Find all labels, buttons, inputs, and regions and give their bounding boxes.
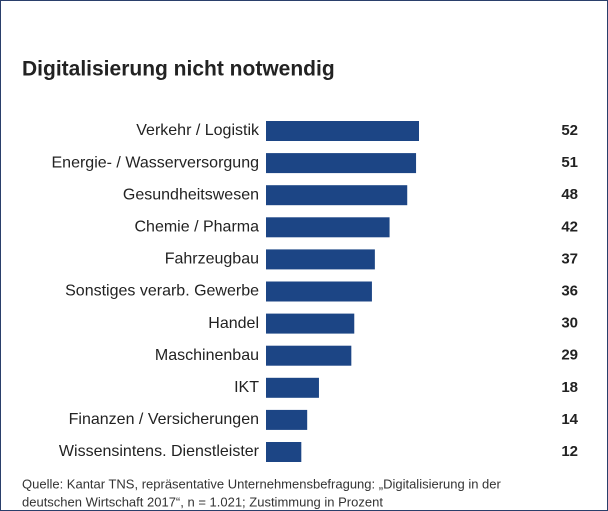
category-label: Wissensintens. Dienstleister [59,443,260,460]
category-label: Sonstiges verarb. Gewerbe [65,283,259,300]
source-note: Quelle: Kantar TNS, repräsentative Unter… [22,476,502,491]
source-note: deutschen Wirtschaft 2017“, n = 1.021; Z… [22,494,383,509]
bar [266,249,375,270]
bar [266,313,355,334]
bar [266,345,352,366]
value-label: 30 [561,315,578,332]
category-label: Maschinenbau [155,347,259,364]
bar [266,409,308,430]
bar [266,153,417,174]
category-label: Energie- / Wasserversorgung [52,154,260,171]
bar [266,121,419,141]
bar [266,217,390,238]
value-label: 12 [561,443,578,460]
bar [266,377,319,398]
bar [266,185,408,206]
category-label: Verkehr / Logistik [136,122,260,139]
category-label: Chemie / Pharma [135,219,260,236]
value-label: 52 [561,122,578,139]
category-label: IKT [234,379,259,396]
bar [266,281,372,302]
value-label: 14 [561,411,578,428]
value-label: 36 [561,282,578,299]
value-label: 29 [561,347,578,364]
chart-title: Digitalisierung nicht notwendig [22,58,335,81]
category-label: Handel [208,315,259,332]
category-label: Finanzen / Versicherungen [69,411,259,428]
value-label: 48 [561,186,578,203]
value-label: 51 [561,154,578,171]
bar [266,442,302,462]
value-label: 37 [561,250,578,267]
value-label: 18 [561,379,578,396]
value-label: 42 [561,218,578,235]
category-label: Fahrzeugbau [165,251,259,268]
category-label: Gesundheitswesen [123,186,259,203]
